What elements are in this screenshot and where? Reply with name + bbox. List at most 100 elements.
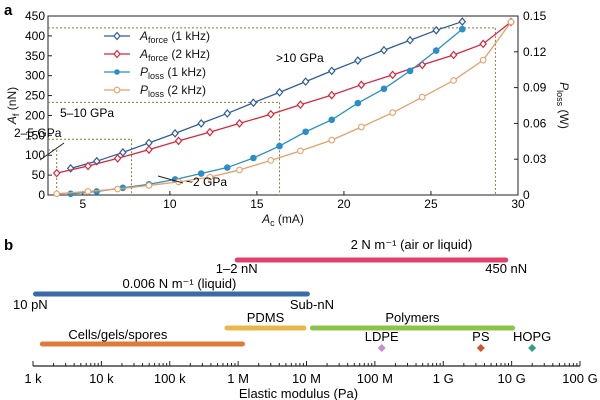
y-left-tick-label: 150 [25, 128, 45, 142]
data-point [171, 128, 179, 138]
y-right-tick-label: 0.15 [523, 9, 547, 23]
data-point [206, 173, 214, 181]
data-point [389, 109, 397, 117]
data-point [507, 18, 515, 26]
data-point [84, 161, 92, 171]
legend-label-0: Aforce (1 kHz) [139, 29, 210, 45]
data-point [250, 154, 257, 162]
x-tick-label: 100 M [357, 371, 393, 386]
material-label-2: HOPG [513, 329, 551, 344]
legend-label-2: Ploss (1 kHz) [140, 65, 206, 81]
x-tick-label: 30 [511, 197, 525, 211]
material-label-1: PS [472, 329, 490, 344]
data-point [432, 47, 440, 54]
data-point [223, 164, 231, 171]
data-point [92, 156, 101, 166]
data-point [197, 170, 205, 177]
range-bar-0 [234, 257, 509, 263]
data-point [301, 77, 310, 87]
range-end-label-0006-right: Sub-nN [290, 297, 334, 312]
chart-b-range-chart: 1 k 10 k 100 k 1 M 10 M 100 M 1 G 10 G 100 G Elas… [13, 237, 598, 400]
annotation-2-5-pointer [39, 142, 65, 161]
legend-marker-2 [114, 69, 120, 75]
x-tick-label: 1 M [227, 371, 249, 386]
range-label-0: 2 N m⁻¹ (air or liquid) [351, 237, 473, 252]
data-point [388, 70, 397, 80]
data-point [418, 93, 426, 101]
material-point-0 [377, 344, 386, 352]
x-tick-label: 10 M [292, 371, 321, 386]
y-left-tick-label: 200 [25, 108, 45, 122]
x-tick-label: 10 k [89, 371, 114, 386]
legend-marker-3 [113, 86, 121, 94]
data-point [276, 142, 283, 150]
chart-a-line-chart: 5 10 15 20 25 3005010015020025030035040045000… [5, 9, 571, 228]
data-point [328, 136, 336, 144]
y-left-tick-label: 400 [25, 29, 45, 43]
data-point [302, 128, 309, 136]
data-point [267, 157, 275, 164]
range-label-3: Polymers [385, 310, 440, 325]
y-right-tick-label: 0.12 [523, 45, 547, 59]
data-point [84, 188, 92, 195]
range-bar-3 [309, 325, 516, 331]
data-point [113, 153, 122, 163]
panel-label-b: b [4, 237, 13, 254]
y-left-tick-label: 450 [25, 9, 45, 23]
y-left-tick-label: 250 [25, 89, 45, 103]
series-line-3 [56, 21, 512, 195]
data-point [119, 148, 127, 157]
data-point [52, 168, 61, 178]
range-bar-1 [33, 291, 310, 297]
range-end-label-2n-left: 1–2 nN [216, 261, 258, 276]
data-point [206, 127, 214, 137]
data-point [406, 67, 414, 75]
legend-marker-1 [113, 49, 121, 59]
annotation-5-10: 5–10 GPa [60, 106, 114, 120]
y-right-tick-label: 0.03 [523, 152, 547, 166]
data-point [479, 56, 487, 64]
legend-marker-0 [113, 31, 121, 41]
y-right-tick-label: 0.06 [523, 116, 547, 130]
y-left-tick-label: 350 [25, 49, 45, 63]
data-point [145, 145, 153, 155]
data-point [145, 182, 153, 189]
legend-label-3: Ploss (2 kHz) [140, 83, 206, 99]
data-point [296, 100, 305, 110]
plot-frame [47, 15, 519, 196]
data-point [380, 85, 388, 93]
x-tick-label: 10 [163, 197, 177, 211]
x-axis-label: Elastic modulus (Pa) [239, 386, 358, 400]
y-left-tick-label: 50 [32, 168, 46, 182]
range-label-2: PDMS [247, 310, 285, 325]
x-tick-label: 15 [250, 197, 264, 211]
data-point [53, 190, 61, 198]
range-end-label-0006-left: 10 pN [13, 297, 48, 312]
x-tick-label: 1 G [433, 371, 454, 386]
x-tick-label: 100 k [154, 371, 186, 386]
range-end-label-2n-right: 450 nN [485, 261, 527, 276]
annotation-lt2: ~2 GPa [186, 175, 227, 189]
y-left-tick-label: 100 [25, 148, 45, 162]
data-point [406, 35, 414, 45]
data-point [66, 163, 75, 173]
data-point [267, 109, 275, 119]
x-tick-label: 20 [337, 197, 351, 211]
data-point [236, 166, 243, 174]
range-bar-4 [39, 341, 245, 347]
data-point [357, 80, 366, 90]
x-tick-label: 100 G [562, 371, 597, 386]
y-left-axis-label: Af (nN) [5, 87, 21, 125]
range-label-1: 0.006 N m⁻¹ (liquid) [123, 276, 237, 291]
series-line-2 [70, 28, 463, 195]
data-point [449, 50, 458, 60]
data-point [197, 118, 205, 128]
data-point [479, 39, 487, 49]
data-point [223, 109, 232, 118]
data-point [380, 45, 388, 55]
material-point-1 [476, 344, 485, 352]
series-line-1 [56, 21, 512, 174]
data-point [354, 56, 362, 65]
material-label-0: LDPE [365, 329, 399, 344]
